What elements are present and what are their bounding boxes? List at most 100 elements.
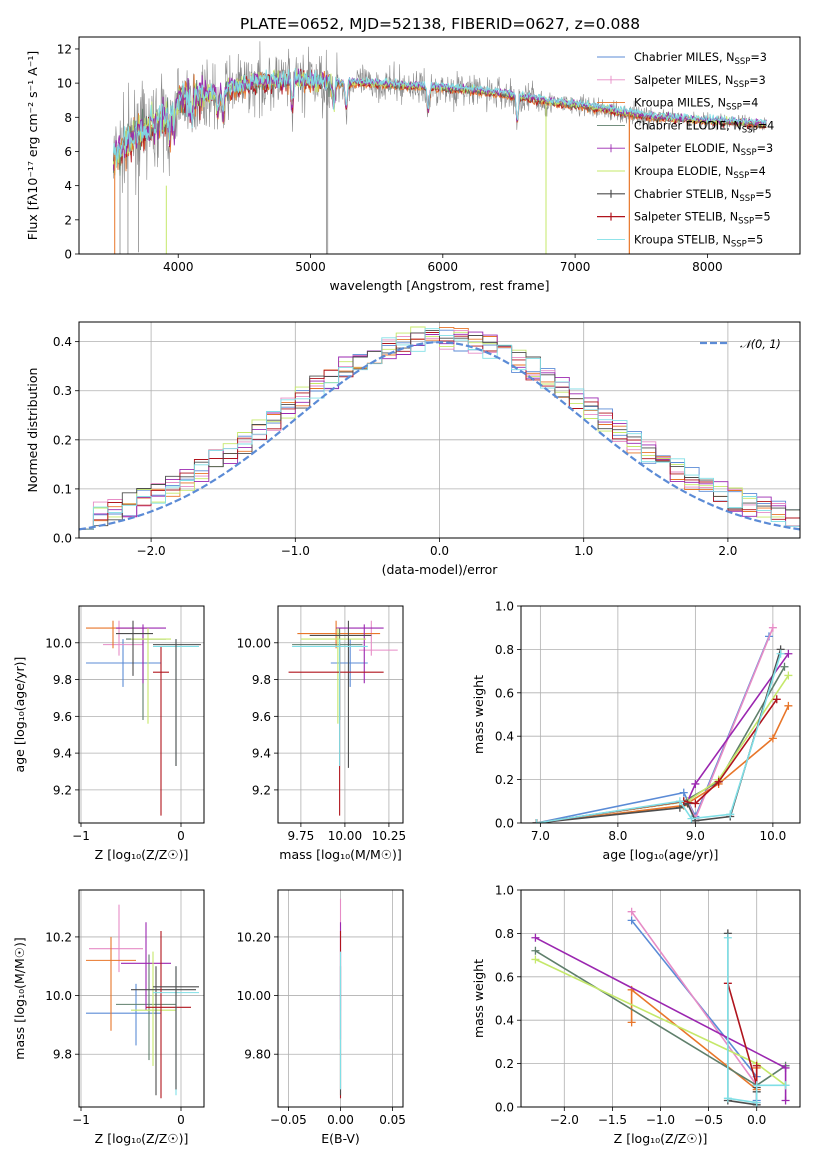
weight_vs_age-marker-kroupa_stelib-2: [687, 814, 696, 823]
age_vs_z-ylabel: age [log₁₀(age/yr)]: [12, 657, 27, 773]
age_vs_mass-ytick-label-0: 9.2: [252, 783, 271, 797]
legend-label-chabrier_stelib: Chabrier STELIB, NSSP=5: [634, 188, 772, 204]
weight_vs_age-marker-chabrier_miles-1: [679, 788, 688, 797]
age_vs_mass-ytick-label-4: 10.00: [237, 636, 271, 650]
spectrum-xtick-label-1: 5000: [295, 260, 326, 274]
mass_vs_ebv-ytick-label-2: 10.20: [237, 930, 271, 944]
weight_vs_z-ytick-label-5: 1.0: [495, 884, 514, 898]
age_vs_mass-xtick-label-2: 10.25: [372, 829, 406, 843]
mass_vs_z-panel: −1 0 9.8 10.0 10.2 Z [log₁₀(Z/Z☉)] mass [log₁₀…: [12, 889, 205, 1146]
weight_vs_z-marker-kroupa_stelib-3: [752, 1081, 761, 1090]
weight_vs_z-marker-kroupa_elodie-0: [531, 955, 540, 964]
residual-hist-kroupa_stelib: [79, 328, 800, 538]
weight_vs_age-marker-kroupa_miles-4: [784, 701, 793, 710]
weight_vs_age-xtick-label-3: 10.0: [760, 829, 787, 843]
mass_vs_z-ytick-label-1: 10.0: [45, 989, 72, 1003]
weight_vs_age-marker-salpeter_miles-3: [768, 623, 777, 632]
residuals-ytick-label-1: 0.1: [53, 482, 72, 496]
residuals-xtick-label-2: 0.0: [430, 544, 449, 558]
residuals-ytick-label-0: 0.0: [53, 532, 72, 546]
residuals-xlabel: (data-model)/error: [382, 562, 499, 577]
age_vs_mass-xtick-label-0: 9.75: [288, 829, 315, 843]
mass_vs_z-xlabel: Z [log₁₀(Z/Z☉)]: [95, 1131, 189, 1146]
mass_vs_ebv-ytick-label-1: 10.00: [237, 989, 271, 1003]
age_vs_mass-xtick-label-1: 10.00: [328, 829, 362, 843]
weight_vs_z-marker-salpeter_elodie-1: [781, 1063, 790, 1072]
spectrum-frame: [78, 36, 801, 255]
weight_vs_age-marker-salpeter_elodie-3: [784, 649, 793, 658]
legend-label-kroupa_elodie: Kroupa ELODIE, NSSP=4: [634, 165, 766, 181]
age_vs_z-ytick-label-1: 9.4: [53, 747, 72, 761]
mass_vs_ebv-xtick-label-1: 0.00: [327, 1113, 354, 1127]
age_vs_mass-plot-area: [288, 620, 398, 816]
spectrum-ytick-label-0: 0: [64, 248, 72, 262]
weight_vs_z-xtick-label-1: −1.5: [598, 1113, 627, 1127]
weight_vs_z-xtick-label-4: 0.0: [747, 1113, 766, 1127]
spectrum-xlabel: wavelength [Angstrom, rest frame]: [329, 278, 549, 293]
weight_vs_z-frame: [520, 889, 801, 1108]
weight_vs_z-xtick-label-2: −1.0: [646, 1113, 675, 1127]
weight_vs_z-marker-chabrier_miles-0: [627, 916, 636, 925]
age_vs_mass-ytick-label-2: 9.6: [252, 710, 271, 724]
age_vs_mass-xlabel: mass [log₁₀(M/M☉)]: [279, 847, 401, 862]
weight_vs_age-marker-salpeter_elodie-2: [691, 779, 700, 788]
spectrum-ytick-label-1: 2: [64, 213, 72, 227]
spectrum-model-kroupa_stelib: [112, 68, 767, 167]
age_vs_z-xlabel: Z [log₁₀(Z/Z☉)]: [95, 847, 189, 862]
legend-label-kroupa_stelib: Kroupa STELIB, NSSP=5: [634, 233, 763, 249]
normal-legend-label: 𝒩(0, 1): [740, 338, 781, 351]
weight_vs_age-marker-salpeter_stelib-4: [772, 695, 781, 704]
weight_vs_age-ylabel: mass weight: [471, 675, 486, 754]
age_vs_z-panel: −1 0 9.2 9.4 9.6 9.8 10.0 Z [log₁₀(Z/Z☉)] age [l…: [12, 605, 205, 862]
residuals-frame: [78, 321, 801, 539]
legend-label-salpeter_stelib: Salpeter STELIB, NSSP=5: [634, 211, 771, 227]
weight_vs_age-plot-area: [532, 623, 793, 823]
age_vs_z-frame: [78, 605, 205, 824]
weight_vs_z-ylabel: mass weight: [471, 959, 486, 1038]
normal-curve: [79, 341, 800, 531]
residuals-xtick-label-0: −2.0: [137, 544, 166, 558]
weight_vs_age-xtick-label-0: 7.0: [531, 829, 550, 843]
weight_vs_age-ytick-label-3: 0.6: [495, 686, 514, 700]
weight_vs_z-xtick-label-0: −2.0: [550, 1113, 579, 1127]
weight_vs_z-marker-kroupa_stelib-2: [752, 1098, 761, 1107]
mass_vs_z-ylabel: mass [log₁₀(M/M☉)]: [12, 937, 27, 1059]
age_vs_z-ytick-label-0: 9.2: [53, 783, 72, 797]
mass_vs_ebv-frame: [277, 889, 404, 1108]
mass_vs_z-xtick-label-1: 0: [177, 1113, 185, 1127]
age_vs_z-plot-area: [86, 620, 201, 816]
weight_vs_age-ytick-label-0: 0.0: [495, 817, 514, 831]
spectrum-xtick-label-3: 7000: [560, 260, 591, 274]
legend-label-chabrier_elodie: Chabrier ELODIE, NSSP=4: [634, 119, 774, 135]
age_vs_mass-frame: [277, 605, 404, 824]
residuals-xtick-label-4: 2.0: [718, 544, 737, 558]
spectrum-xtick-label-2: 6000: [428, 260, 459, 274]
weight_vs_z-ytick-label-4: 0.8: [495, 927, 514, 941]
legend-label-salpeter_elodie: Salpeter ELODIE, NSSP=3: [634, 142, 773, 158]
mass_vs_ebv-xlabel: E(B-V): [321, 1131, 360, 1146]
weight_vs_age-marker-kroupa_elodie-3: [784, 671, 793, 680]
spectrum-ytick-label-2: 4: [64, 179, 72, 193]
spectrum-legend: Chabrier MILES, NSSP=3 Salpeter MILES, NS…: [597, 51, 774, 249]
residuals-panel: −2.0 −1.0 0.0 1.0 2.0 0.0 0.1 0.2 0.3 0.4 (data-mo…: [25, 321, 801, 577]
spectrum-plot-area: [112, 41, 767, 254]
weight_vs_z-ytick-label-0: 0.0: [495, 1101, 514, 1115]
mass_vs_ebv-xtick-label-2: 0.05: [379, 1113, 406, 1127]
weight_vs_z-marker-kroupa_miles-0: [627, 1018, 636, 1027]
weight_vs_z-marker-salpeter_stelib-2: [752, 1061, 761, 1070]
mass_vs_z-plot-area: [86, 904, 199, 1099]
weight_vs_z-marker-salpeter_miles-0: [627, 907, 636, 916]
weight_vs_z-plot-area: [531, 907, 790, 1107]
weight_vs_age-marker-salpeter_stelib-3: [714, 777, 723, 786]
legend-label-kroupa_miles: Kroupa MILES, NSSP=4: [634, 97, 758, 113]
age_vs_z-ytick-label-2: 9.6: [53, 710, 72, 724]
spectrum-panel: 4000 5000 6000 7000 8000 0 2 4 6 8 10 12 wavelength …: [25, 36, 801, 293]
weight_vs_z-marker-kroupa_stelib-0: [723, 933, 732, 942]
residuals-ytick-label-2: 0.2: [53, 433, 72, 447]
weight_vs_age-ytick-label-1: 0.2: [495, 773, 514, 787]
age_vs_z-xtick-label-1: 0: [177, 829, 185, 843]
weight_vs_age-marker-kroupa_stelib-0: [532, 819, 541, 823]
weight_vs_age-ytick-label-5: 1.0: [495, 600, 514, 614]
age_vs_z-ytick-label-3: 9.8: [53, 673, 72, 687]
weight_vs_z-marker-kroupa_stelib-4: [781, 1081, 790, 1090]
